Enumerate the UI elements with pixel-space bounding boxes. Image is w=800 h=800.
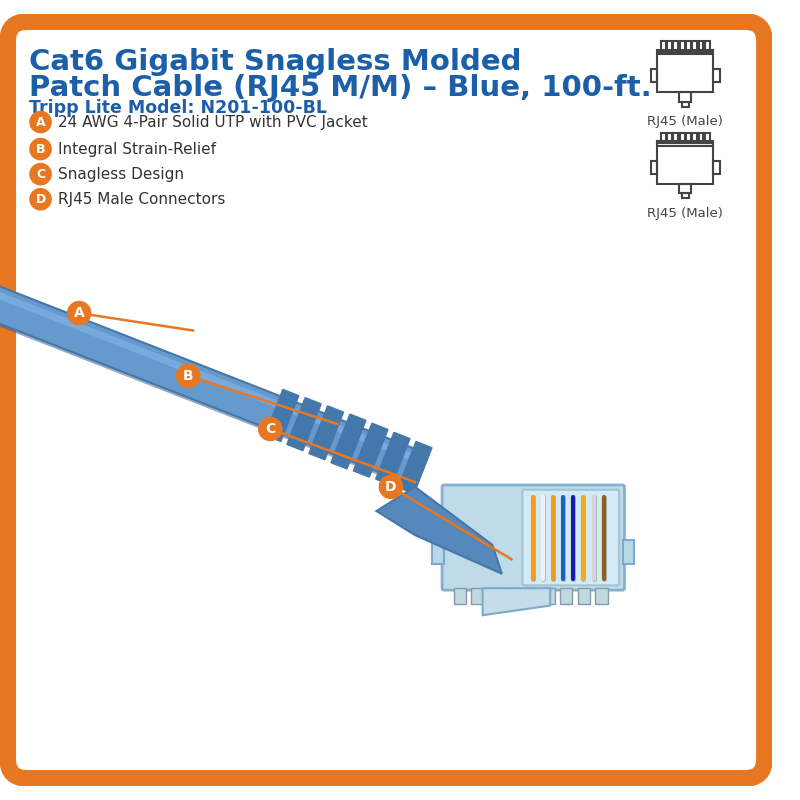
Text: B: B	[183, 369, 194, 383]
Bar	[680, 133, 685, 143]
Bar	[667, 41, 672, 51]
Text: RJ45 (Male): RJ45 (Male)	[647, 207, 723, 220]
Polygon shape	[354, 423, 388, 477]
Text: Snagless Design: Snagless Design	[58, 166, 184, 182]
Bar	[658, 142, 714, 146]
Text: Patch Cable (RJ45 M/M) – Blue, 100-ft.: Patch Cable (RJ45 M/M) – Blue, 100-ft.	[29, 74, 652, 102]
Bar	[658, 51, 714, 92]
Text: Integral Strain-Relief: Integral Strain-Relief	[58, 142, 216, 157]
Bar	[686, 133, 691, 143]
Polygon shape	[0, 278, 422, 484]
Bar	[692, 41, 697, 51]
Bar	[650, 161, 658, 174]
Text: C: C	[265, 422, 275, 436]
Bar	[698, 133, 703, 143]
Circle shape	[30, 189, 51, 210]
Bar	[471, 588, 484, 604]
Text: Cat6 Gigabit Snagless Molded: Cat6 Gigabit Snagless Molded	[29, 48, 522, 76]
Circle shape	[258, 418, 282, 441]
Polygon shape	[0, 282, 419, 462]
Bar	[525, 588, 537, 604]
Bar	[705, 133, 710, 143]
Polygon shape	[0, 310, 409, 486]
Bar	[682, 194, 689, 198]
Bar	[667, 133, 672, 143]
Bar	[595, 588, 607, 604]
Bar	[705, 41, 710, 51]
Circle shape	[379, 475, 402, 498]
Bar	[622, 540, 634, 564]
Bar	[454, 588, 466, 604]
Polygon shape	[482, 588, 550, 615]
Circle shape	[30, 111, 51, 133]
Bar	[560, 588, 572, 604]
Bar	[692, 133, 697, 143]
Bar	[686, 41, 691, 51]
Bar	[578, 588, 590, 604]
Polygon shape	[265, 390, 298, 442]
Bar	[680, 41, 685, 51]
Text: D: D	[35, 193, 46, 206]
FancyBboxPatch shape	[442, 485, 625, 590]
Bar	[661, 41, 666, 51]
Polygon shape	[309, 406, 343, 460]
Bar	[679, 184, 691, 194]
Polygon shape	[287, 398, 321, 450]
Bar	[714, 69, 720, 82]
Circle shape	[30, 163, 51, 185]
Circle shape	[67, 302, 90, 325]
Text: Tripp Lite Model: N201-100-BL: Tripp Lite Model: N201-100-BL	[29, 99, 327, 117]
Bar	[658, 143, 714, 184]
Text: RJ45 Male Connectors: RJ45 Male Connectors	[58, 192, 226, 206]
FancyBboxPatch shape	[522, 490, 619, 586]
Text: A: A	[74, 306, 85, 320]
Bar	[698, 41, 703, 51]
Polygon shape	[331, 414, 366, 469]
Bar	[658, 50, 714, 54]
Polygon shape	[377, 487, 502, 574]
Polygon shape	[376, 432, 410, 486]
Bar	[433, 540, 444, 564]
Text: D: D	[385, 480, 397, 494]
Bar	[674, 133, 678, 143]
Bar	[714, 161, 720, 174]
Bar	[542, 588, 554, 604]
Bar	[682, 102, 689, 106]
FancyBboxPatch shape	[8, 22, 765, 778]
Bar	[650, 69, 658, 82]
Text: B: B	[36, 142, 46, 155]
Bar	[674, 41, 678, 51]
Text: 24 AWG 4-Pair Solid UTP with PVC Jacket: 24 AWG 4-Pair Solid UTP with PVC Jacket	[58, 114, 368, 130]
Circle shape	[177, 364, 200, 387]
Bar	[679, 92, 691, 102]
Text: A: A	[36, 115, 46, 129]
Bar	[489, 588, 502, 604]
Bar	[661, 133, 666, 143]
Text: RJ45 (Male): RJ45 (Male)	[647, 115, 723, 128]
Polygon shape	[398, 442, 432, 494]
Circle shape	[30, 138, 51, 160]
Text: C: C	[36, 168, 45, 181]
Bar	[506, 588, 519, 604]
